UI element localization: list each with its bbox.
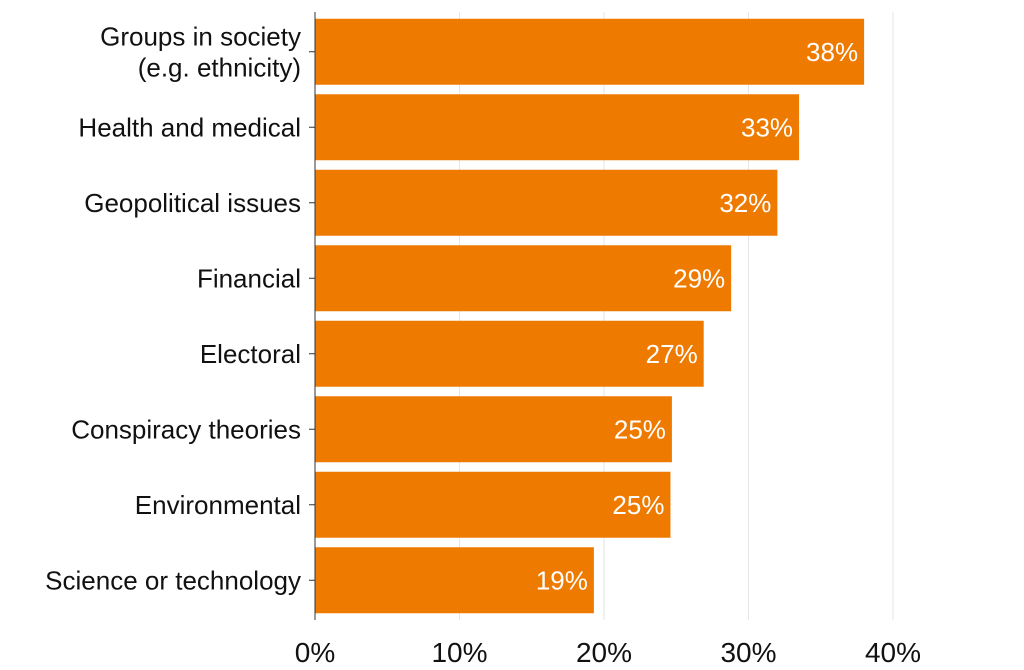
bar xyxy=(315,94,800,161)
bar xyxy=(315,169,778,236)
bar xyxy=(315,547,594,614)
axes xyxy=(309,12,316,620)
category-label: Conspiracy theories xyxy=(71,414,301,444)
x-tick-label: 0% xyxy=(295,637,335,668)
category-label: Science or technology xyxy=(45,565,301,595)
data-label: 33% xyxy=(741,112,793,142)
bars xyxy=(315,18,865,614)
bar xyxy=(315,471,671,538)
data-label: 19% xyxy=(536,565,588,595)
bar xyxy=(315,18,865,85)
bar xyxy=(315,320,704,387)
x-tick-label: 30% xyxy=(720,637,776,668)
category-label: (e.g. ethnicity) xyxy=(138,52,301,82)
bar xyxy=(315,396,672,463)
bar xyxy=(315,245,732,312)
category-label: Environmental xyxy=(135,490,301,520)
category-label: Groups in society xyxy=(100,21,301,51)
x-tick-label: 10% xyxy=(431,637,487,668)
data-label: 25% xyxy=(612,490,664,520)
x-tick-label: 20% xyxy=(576,637,632,668)
data-label: 29% xyxy=(673,263,725,293)
category-label: Geopolitical issues xyxy=(84,188,301,218)
data-label: 25% xyxy=(614,414,666,444)
category-label: Electoral xyxy=(200,339,301,369)
category-label: Financial xyxy=(197,263,301,293)
data-label: 27% xyxy=(646,339,698,369)
x-tick-label: 40% xyxy=(865,637,921,668)
category-label: Health and medical xyxy=(78,112,301,142)
data-label: 32% xyxy=(719,188,771,218)
data-label: 38% xyxy=(806,37,858,67)
labels: 0% 10% 20% 30% 40% 38% Groups in society(e.g. … xyxy=(45,21,921,668)
